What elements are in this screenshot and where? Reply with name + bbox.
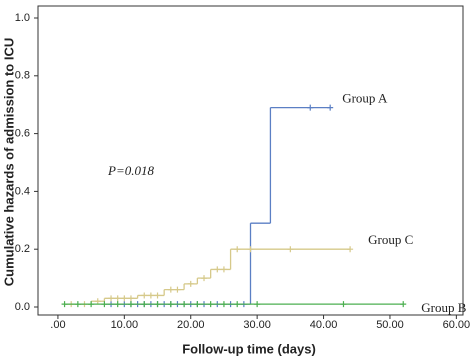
censor-mark	[88, 301, 95, 308]
x-tick-label: .00	[50, 319, 65, 331]
x-tick-label: 20.00	[177, 319, 205, 331]
censor-mark	[141, 292, 148, 299]
censor-mark	[108, 295, 115, 302]
censor-mark	[167, 301, 174, 308]
y-tick-label: 0.0	[15, 301, 30, 313]
censor-mark	[127, 295, 134, 302]
series-label: Group C	[368, 232, 413, 247]
censor-mark	[214, 266, 221, 273]
y-tick-label: 0.2	[15, 243, 30, 255]
censor-mark	[167, 286, 174, 293]
censor-mark	[247, 246, 254, 253]
censor-mark	[154, 292, 161, 299]
censor-mark	[347, 246, 354, 253]
censor-mark	[147, 292, 154, 299]
censor-mark	[287, 246, 294, 253]
censor-mark	[154, 301, 161, 308]
censor-mark	[121, 295, 128, 302]
x-axis-title: Follow-up time (days)	[182, 341, 316, 356]
censor-mark	[127, 301, 134, 308]
censor-mark	[207, 301, 214, 308]
x-tick-label: 60.00	[443, 319, 471, 331]
censor-mark	[234, 301, 241, 308]
censor-mark	[220, 266, 227, 273]
censor-mark	[201, 275, 208, 282]
series-label: Group B	[421, 300, 466, 315]
censor-mark	[74, 301, 81, 308]
censor-mark	[181, 301, 188, 308]
x-tick-label: 40.00	[310, 319, 338, 331]
y-axis-title: Cumulative hazards of admission to ICU	[1, 38, 16, 287]
censor-mark	[114, 301, 121, 308]
censor-mark	[101, 301, 108, 308]
y-tick-label: 1.0	[15, 12, 30, 24]
censor-mark	[327, 104, 334, 111]
censor-mark	[114, 295, 121, 302]
censor-mark	[220, 301, 227, 308]
x-tick-label: 30.00	[243, 319, 271, 331]
y-tick-label: 0.4	[15, 185, 30, 197]
censor-mark	[61, 301, 68, 308]
censor-mark	[141, 301, 148, 308]
censor-mark	[400, 301, 407, 308]
censor-mark	[254, 301, 261, 308]
censor-mark	[307, 104, 314, 111]
series-label: Group A	[342, 91, 388, 106]
censor-mark	[340, 301, 347, 308]
censor-mark	[94, 298, 101, 305]
censor-mark	[187, 280, 194, 287]
p-value-annotation: P=0.018	[107, 163, 154, 178]
censor-mark	[174, 286, 181, 293]
y-tick-label: 0.8	[15, 70, 30, 82]
x-tick-label: 10.00	[111, 319, 139, 331]
censor-mark	[194, 301, 201, 308]
plot-frame	[37, 5, 464, 316]
censor-mark	[234, 246, 241, 253]
y-tick-label: 0.6	[15, 128, 30, 140]
x-tick-label: 50.00	[376, 319, 404, 331]
